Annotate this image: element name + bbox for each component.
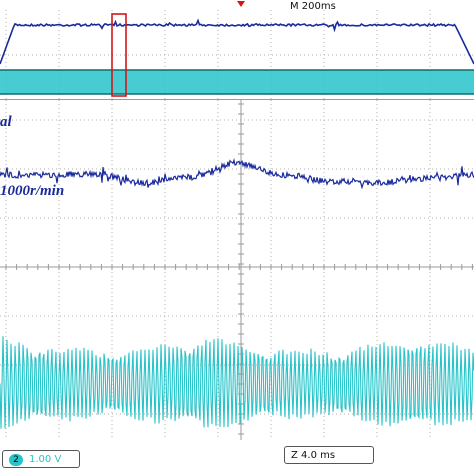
zoom-window-marker[interactable] (111, 13, 127, 97)
zoom-timebase-readout[interactable]: Z 4.0 ms (284, 446, 374, 464)
channel-2-badge: 2 (9, 453, 23, 466)
zoom-channel-1-trace (0, 158, 474, 190)
overview-channel-2-band (0, 69, 474, 95)
zoom-grid (0, 100, 474, 440)
main-timebase-readout: M 200ms (290, 1, 336, 12)
trigger-position-marker (237, 1, 245, 7)
zoom-channel-2-line (0, 336, 474, 429)
overview-band-fill (0, 70, 474, 94)
channel-2-scale: 1.00 V (29, 454, 62, 465)
channel-2-status[interactable]: 2 1.00 V (2, 450, 80, 468)
overview-channel-1-trace (0, 18, 474, 65)
trace-label-speed: 1000r/min (0, 183, 65, 199)
zoom-channel-2-waveform (0, 336, 474, 429)
trace-label-top: al (0, 114, 12, 130)
